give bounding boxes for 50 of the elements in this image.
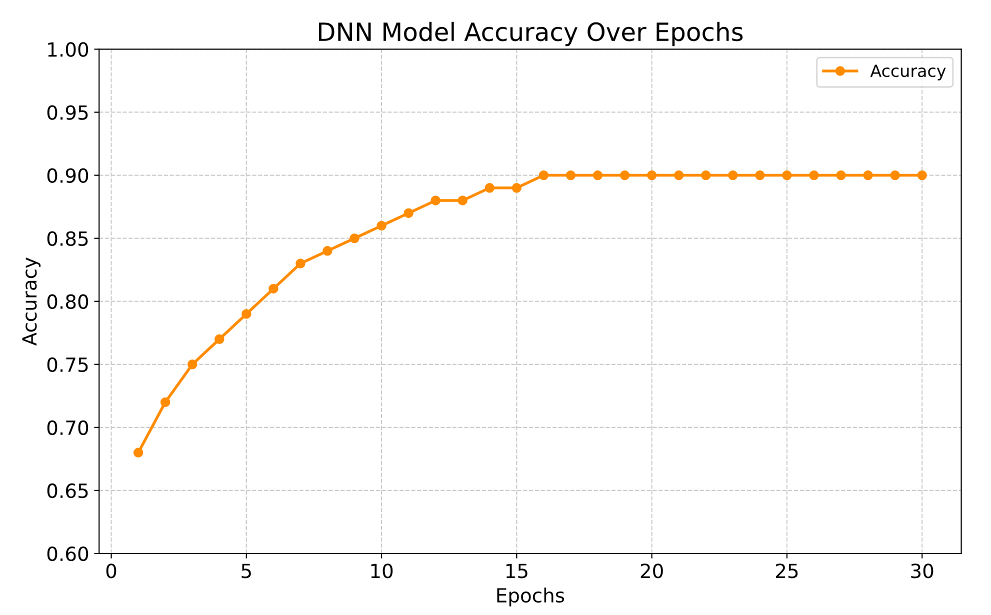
point	[430, 196, 440, 206]
point	[133, 448, 144, 458]
y-tick-label: 0.80	[47, 294, 88, 310]
y-axis-title: Accuracy	[22, 258, 41, 346]
point	[242, 309, 252, 319]
point	[187, 360, 198, 370]
point	[728, 170, 738, 180]
y-tick-label: 0.60	[47, 546, 88, 562]
y-tick-label: 1.00	[48, 42, 88, 57]
point	[674, 170, 684, 180]
point	[809, 170, 819, 180]
point	[836, 170, 846, 180]
point	[214, 334, 224, 344]
x-axis-title: Epochs	[497, 588, 564, 606]
point	[917, 170, 927, 180]
point	[566, 170, 576, 180]
x-tick-label: 30	[911, 564, 934, 578]
point	[782, 170, 792, 180]
legend-label: Accuracy	[870, 64, 946, 80]
y-tick-label: 0.75	[47, 357, 88, 372]
point	[512, 183, 522, 193]
point	[538, 170, 549, 180]
point	[701, 170, 711, 180]
x-tick-label: 25	[776, 564, 798, 578]
point	[296, 258, 306, 268]
x-tick-label: 5	[242, 564, 251, 578]
point	[646, 170, 657, 180]
point	[863, 170, 873, 180]
point	[322, 246, 332, 256]
x-tick-label: 0	[106, 564, 116, 578]
x-tick-label: 15	[506, 564, 528, 578]
point	[404, 208, 414, 218]
point	[376, 220, 386, 231]
point	[160, 397, 170, 408]
y-tick-label: 0.65	[47, 483, 88, 498]
point	[458, 196, 468, 206]
point	[890, 170, 900, 180]
x-tick-label: 10	[371, 564, 393, 578]
y-tick-label: 0.85	[47, 231, 88, 246]
point	[268, 284, 278, 294]
point	[484, 183, 495, 193]
point	[592, 170, 603, 180]
point	[755, 170, 765, 180]
point	[350, 233, 360, 244]
y-tick-label: 0.95	[47, 105, 88, 120]
point	[620, 170, 630, 180]
chart-title: DNN Model Accuracy Over Epochs	[318, 22, 743, 46]
x-tick-label: 20	[640, 564, 663, 578]
y-tick-label: 0.90	[47, 168, 88, 183]
y-tick-label: 0.70	[47, 420, 88, 436]
